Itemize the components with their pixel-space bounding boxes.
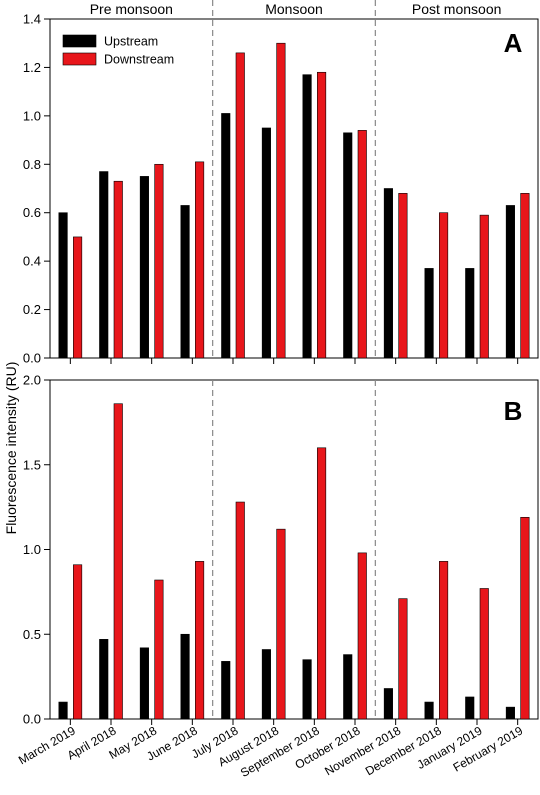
bar-upstream (424, 701, 434, 720)
panel-label: A (504, 28, 523, 58)
y-tick-label: 0.4 (23, 254, 41, 269)
y-tick-label: 1.0 (23, 542, 41, 557)
x-tick-label: February 2019 (451, 723, 526, 774)
y-tick-label: 1.2 (23, 60, 41, 75)
bar-downstream (235, 52, 245, 359)
bar-downstream (195, 561, 205, 720)
bar-downstream (73, 236, 83, 359)
bar-downstream (317, 71, 327, 359)
bar-downstream (276, 42, 286, 359)
bar-upstream (261, 127, 271, 359)
panel-label: B (504, 396, 523, 426)
bar-downstream (520, 516, 530, 720)
bar-upstream (58, 212, 68, 359)
bar-upstream (465, 268, 475, 359)
bar-downstream (357, 552, 367, 720)
x-tick-label: March 2019 (16, 723, 78, 767)
legend-label: Downstream (104, 53, 174, 67)
bar-downstream (113, 180, 123, 359)
y-tick-label: 0.8 (23, 157, 41, 172)
season-label: Pre monsoon (90, 1, 173, 17)
bar-downstream (276, 528, 286, 720)
y-tick-label: 2.0 (23, 373, 41, 388)
y-tick-label: 1.5 (23, 457, 41, 472)
bar-downstream (398, 193, 408, 359)
bar-downstream (154, 579, 164, 720)
bar-upstream (302, 659, 312, 720)
bar-downstream (439, 561, 449, 720)
legend-swatch (62, 34, 97, 48)
y-tick-label: 1.0 (23, 108, 41, 123)
bar-upstream (99, 639, 109, 720)
bar-downstream (479, 214, 489, 359)
bar-downstream (520, 193, 530, 359)
legend-label: Upstream (104, 35, 158, 49)
bar-upstream (58, 701, 68, 720)
bar-downstream (235, 501, 245, 720)
y-tick-label: 0.2 (23, 302, 41, 317)
bar-upstream (302, 74, 312, 359)
bar-upstream (343, 132, 353, 359)
bar-downstream (73, 564, 83, 720)
bar-upstream (221, 661, 231, 720)
bar-upstream (180, 633, 190, 720)
season-label: Monsoon (265, 1, 323, 17)
panel-a: 0.0 0.2 0.4 0.6 0.8 1.0 1.2 1.4 A Pre monsoon Mons… (23, 0, 539, 366)
bar-upstream (139, 647, 149, 720)
bar-upstream (139, 176, 149, 359)
legend-swatch (62, 52, 97, 66)
y-tick-label: 0.0 (23, 351, 41, 366)
y-tick-label: 0.5 (23, 627, 41, 642)
legend: Upstream Downstream (62, 34, 174, 67)
bar-upstream (261, 649, 271, 720)
bar-upstream (505, 706, 515, 720)
bar-upstream (383, 188, 393, 359)
bar-upstream (221, 113, 231, 359)
y-tick-label: 0.0 (23, 712, 41, 727)
bar-downstream (357, 130, 367, 359)
bar-upstream (383, 688, 393, 720)
plot-frame (49, 379, 539, 720)
bar-downstream (398, 598, 408, 720)
y-tick-label: 1.4 (23, 12, 41, 27)
plot-frame (49, 18, 539, 359)
bar-downstream (479, 588, 489, 720)
y-tick-label: 0.6 (23, 205, 41, 220)
bar-downstream (113, 403, 123, 720)
bar-upstream (465, 696, 475, 720)
bar-downstream (154, 163, 164, 359)
bar-downstream (195, 161, 205, 359)
season-label: Post monsoon (412, 1, 502, 17)
bar-upstream (505, 205, 515, 359)
bar-downstream (439, 212, 449, 359)
bar-upstream (343, 654, 353, 720)
bar-upstream (424, 268, 434, 359)
y-axis-label: Fluorescence intensity (RU) (3, 362, 19, 535)
bar-downstream (317, 447, 327, 720)
bar-upstream (180, 205, 190, 359)
bar-upstream (99, 171, 109, 359)
